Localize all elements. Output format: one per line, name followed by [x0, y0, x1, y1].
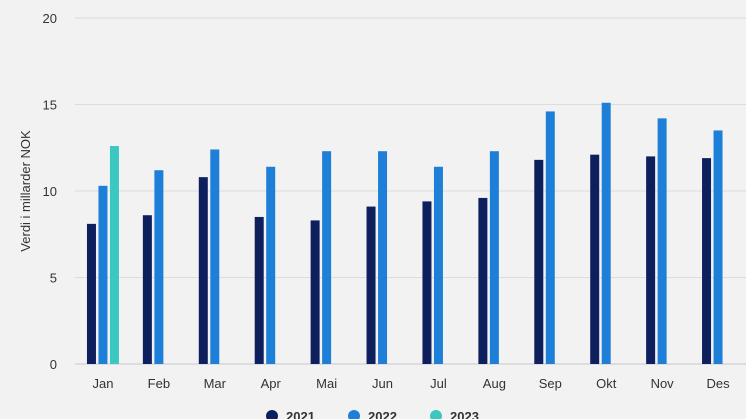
bar-2021-feb[interactable]	[142, 215, 152, 364]
x-tick-label: Mai	[316, 376, 337, 391]
legend-marker-2021	[266, 410, 278, 419]
y-tick-label: 5	[50, 271, 57, 286]
x-tick-label: Feb	[148, 376, 170, 391]
y-axis-title: Verdi i millarder NOK	[18, 130, 33, 252]
bar-2021-mar[interactable]	[198, 177, 208, 364]
bar-2021-aug[interactable]	[478, 197, 488, 364]
legend-marker-2022	[348, 410, 360, 419]
bar-2022-jan[interactable]	[98, 185, 108, 364]
bar-2021-jan[interactable]	[86, 223, 96, 364]
legend-label-2022[interactable]: 2022	[368, 409, 397, 419]
x-tick-label: Nov	[651, 376, 675, 391]
bar-2022-mai[interactable]	[322, 151, 332, 364]
y-tick-label: 20	[43, 11, 57, 26]
bar-2021-apr[interactable]	[254, 216, 264, 364]
bar-2022-jul[interactable]	[433, 166, 443, 364]
bar-2022-jun[interactable]	[378, 151, 388, 364]
x-tick-label: Aug	[483, 376, 506, 391]
y-tick-label: 0	[50, 357, 57, 372]
x-tick-label: Okt	[596, 376, 617, 391]
x-tick-label: Sep	[539, 376, 562, 391]
bar-2021-jul[interactable]	[422, 201, 432, 364]
bar-2021-des[interactable]	[702, 158, 712, 364]
x-tick-label: Apr	[261, 376, 282, 391]
bar-2022-okt[interactable]	[601, 102, 611, 365]
y-tick-label: 15	[43, 98, 57, 113]
bar-2021-jun[interactable]	[366, 206, 376, 364]
x-tick-label: Jan	[92, 376, 113, 391]
x-tick-label: Jun	[372, 376, 393, 391]
bar-2021-nov[interactable]	[646, 156, 656, 364]
y-axis-ticks: 0 5 10 15 20	[43, 11, 57, 372]
x-tick-label: Des	[706, 376, 730, 391]
legend: 2021 2022 2023	[266, 409, 479, 419]
legend-label-2023[interactable]: 2023	[450, 409, 479, 419]
gridlines	[75, 17, 746, 365]
x-tick-label: Mar	[204, 376, 227, 391]
x-tick-label: Jul	[430, 376, 447, 391]
y-tick-label: 10	[43, 184, 57, 199]
bar-2022-nov[interactable]	[657, 118, 667, 364]
bar-2021-sep[interactable]	[534, 159, 544, 364]
x-axis-ticks: Jan Feb Mar Apr Mai Jun Jul Aug Sep Okt Nov Des	[92, 376, 730, 391]
legend-label-2021[interactable]: 2021	[286, 409, 315, 419]
bar-2022-apr[interactable]	[266, 166, 276, 364]
bar-2021-okt[interactable]	[590, 154, 600, 364]
bars	[86, 102, 723, 365]
bar-2022-sep[interactable]	[545, 111, 555, 364]
legend-marker-2023	[430, 410, 442, 419]
bar-2023-jan[interactable]	[109, 146, 119, 364]
bar-2022-feb[interactable]	[154, 170, 164, 364]
bar-2022-aug[interactable]	[489, 151, 499, 364]
bar-2022-des[interactable]	[713, 130, 723, 364]
bar-2021-mai[interactable]	[310, 220, 320, 364]
bar-2022-mar[interactable]	[210, 149, 220, 364]
